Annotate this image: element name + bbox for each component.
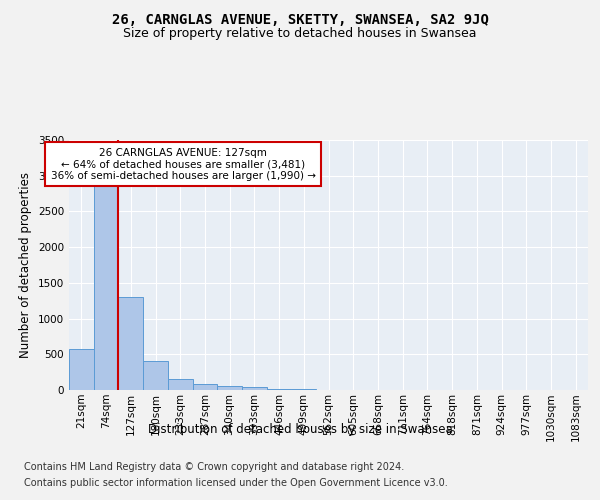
Y-axis label: Number of detached properties: Number of detached properties <box>19 172 32 358</box>
Bar <box>168 380 193 390</box>
Bar <box>217 386 242 390</box>
Bar <box>94 183 118 390</box>
Text: Contains public sector information licensed under the Open Government Licence v3: Contains public sector information licen… <box>24 478 448 488</box>
Text: Distribution of detached houses by size in Swansea: Distribution of detached houses by size … <box>148 422 452 436</box>
Bar <box>143 362 168 390</box>
Bar <box>242 387 267 390</box>
Text: Contains HM Land Registry data © Crown copyright and database right 2024.: Contains HM Land Registry data © Crown c… <box>24 462 404 472</box>
Text: Size of property relative to detached houses in Swansea: Size of property relative to detached ho… <box>123 28 477 40</box>
Bar <box>69 350 94 390</box>
Bar <box>118 297 143 390</box>
Bar <box>267 389 292 390</box>
Text: 26, CARNGLAS AVENUE, SKETTY, SWANSEA, SA2 9JQ: 26, CARNGLAS AVENUE, SKETTY, SWANSEA, SA… <box>112 12 488 26</box>
Bar <box>193 384 217 390</box>
Text: 26 CARNGLAS AVENUE: 127sqm
← 64% of detached houses are smaller (3,481)
36% of s: 26 CARNGLAS AVENUE: 127sqm ← 64% of deta… <box>50 148 316 180</box>
